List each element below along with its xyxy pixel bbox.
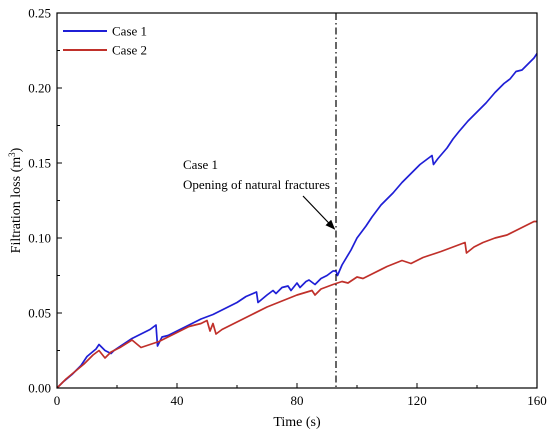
y-axis-label: Filtration loss (m3) — [7, 147, 24, 253]
axis-ticks: 0 40 80 120 160 0.00 0.05 0.10 0.15 0.20 0.25 — [28, 6, 547, 409]
y-tick-label-3: 0.15 — [28, 156, 51, 171]
series-line-case-2 — [56, 220, 537, 389]
plot-area-frame — [56, 12, 538, 389]
y-tick-label-2: 0.10 — [28, 231, 51, 246]
x-tick-label-1: 40 — [171, 393, 184, 408]
x-axis-label: Time (s) — [273, 415, 321, 430]
x-tick-label-2: 80 — [291, 393, 304, 408]
y-tick-label-4: 0.20 — [28, 81, 51, 96]
annotation-line-description: Opening of natural fractures — [183, 177, 330, 192]
y-tick-label-0: 0.00 — [28, 381, 51, 396]
x-tick-label-3: 120 — [407, 393, 427, 408]
series-line-case-1 — [56, 53, 538, 389]
legend: Case 1 Case 2 — [63, 24, 147, 58]
annotation-line-case: Case 1 — [183, 157, 218, 172]
y-axis-label-end: ) — [9, 147, 24, 152]
annotation-arrow — [302, 195, 336, 230]
y-tick-label-5: 0.25 — [28, 6, 51, 21]
y-tick-label-1: 0.05 — [28, 306, 51, 321]
legend-label-case-1: Case 1 — [112, 24, 147, 39]
y-axis-label-main: Filtration loss (m — [9, 157, 24, 254]
annotation: Case 1 Opening of natural fractures — [183, 157, 336, 230]
x-tick-label-4: 160 — [527, 393, 547, 408]
series-layer — [56, 53, 538, 389]
x-tick-label-0: 0 — [54, 393, 61, 408]
y-axis-label-superscript: 3 — [7, 152, 17, 157]
legend-label-case-2: Case 2 — [112, 43, 147, 58]
